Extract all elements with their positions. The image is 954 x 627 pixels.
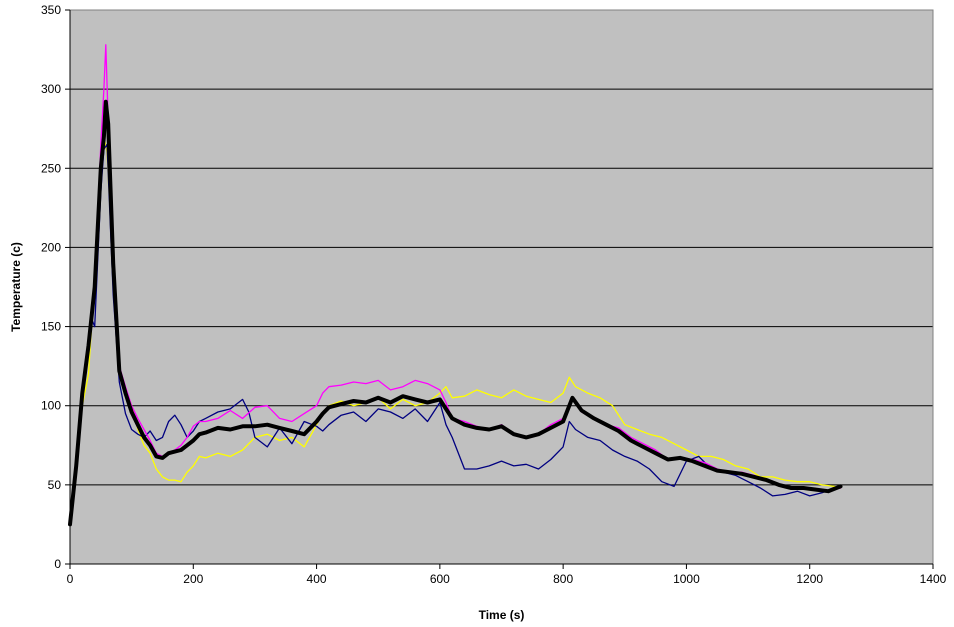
y-tick-label: 250 xyxy=(41,161,61,175)
axes xyxy=(65,9,934,569)
x-tick-label: 1400 xyxy=(920,572,947,586)
y-tick-label: 300 xyxy=(41,82,61,96)
y-tick-label: 0 xyxy=(54,557,61,571)
x-axis-title: Time (s) xyxy=(479,608,525,622)
plot-area xyxy=(70,10,933,564)
series-line-4 xyxy=(68,99,843,527)
y-tick-label: 200 xyxy=(41,240,61,254)
series-line-1 xyxy=(69,135,842,526)
y-axis-title: Temperature (c) xyxy=(9,242,23,332)
y-tick-label: 100 xyxy=(41,399,61,413)
y-tick-label: 150 xyxy=(41,320,61,334)
x-tick-label: 0 xyxy=(67,572,74,586)
series-layer xyxy=(68,44,843,527)
x-tick-label: 1200 xyxy=(796,572,823,586)
x-tick-label: 800 xyxy=(553,572,573,586)
x-tick-label: 1000 xyxy=(673,572,700,586)
series-line-2 xyxy=(69,143,842,526)
y-tick-label: 350 xyxy=(41,3,61,17)
tick-labels: 0 200 400 600 800 1000 1200 1400 0 50 100 150 200 250… xyxy=(41,3,947,586)
x-tick-label: 600 xyxy=(430,572,450,586)
x-tick-label: 200 xyxy=(183,572,203,586)
x-tick-label: 400 xyxy=(307,572,327,586)
y-tick-label: 50 xyxy=(48,478,62,492)
